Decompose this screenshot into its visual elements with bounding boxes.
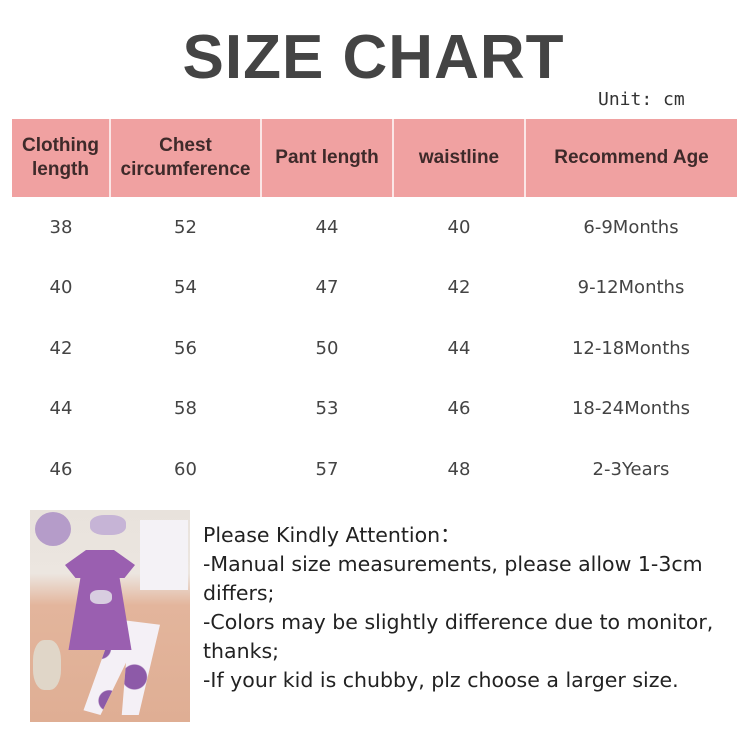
- table-row: 38 52 44 40 6-9Months: [12, 197, 737, 258]
- table-cell: 42: [49, 337, 73, 359]
- table-cell: 18-24Months: [571, 398, 691, 420]
- table-cell: 46: [49, 458, 73, 480]
- column-header-line: Chest: [159, 135, 212, 156]
- table-cell: 58: [174, 398, 197, 420]
- column-header-line: Pant length: [275, 147, 379, 168]
- column-header: Chest circumference: [109, 119, 261, 197]
- notes: Please Kindly Attention： -Manual size me…: [203, 521, 743, 695]
- page-title: SIZE CHART: [182, 23, 565, 92]
- table-row: 44 58 53 46 18-24Months: [12, 379, 737, 440]
- flowers: [35, 512, 71, 546]
- column-header-line: waistline: [418, 147, 500, 168]
- size-table: Clothing length Chest circumference Pant len…: [12, 119, 737, 500]
- table-cell: 53: [315, 398, 339, 420]
- notes-heading: Please Kindly Attention：: [203, 523, 461, 547]
- table-cell: 57: [315, 458, 339, 480]
- column-header-line: Clothing: [21, 135, 100, 156]
- table-row: 40 54 47 42 9-12Months: [12, 258, 737, 319]
- table-cell: 40: [49, 277, 73, 299]
- table-cell: 42: [447, 277, 471, 299]
- table-row: 46 60 57 48 2-3Years: [12, 439, 737, 500]
- column-header-line: Recommend Age: [554, 147, 709, 168]
- column-header: Pant length: [260, 119, 393, 197]
- unit-label: Unit: cm: [598, 89, 685, 110]
- column-header-line: length: [32, 159, 89, 180]
- table-cell: 40: [447, 216, 471, 238]
- table-cell: 46: [447, 398, 471, 420]
- column-header: Clothing length: [12, 119, 110, 197]
- table-cell: 9-12Months: [577, 277, 685, 299]
- table-cell: 48: [447, 458, 471, 480]
- table-cell: 47: [315, 277, 339, 299]
- table-cell: 50: [315, 337, 339, 359]
- paper-card: [140, 520, 188, 590]
- column-header: waistline: [392, 119, 525, 197]
- shoe: [33, 640, 61, 690]
- table-cell: 2-3Years: [592, 458, 670, 480]
- headband: [90, 515, 126, 535]
- column-header-line: circumference: [120, 159, 251, 180]
- table-cell: 44: [447, 337, 471, 359]
- table-cell: 54: [174, 277, 197, 299]
- table-cell: 6-9Months: [583, 216, 679, 238]
- table-cell: 44: [49, 398, 73, 420]
- note-item: -If your kid is chubby, plz choose a lar…: [203, 668, 679, 692]
- table-cell: 12-18Months: [571, 337, 691, 359]
- table-cell: 56: [174, 337, 197, 359]
- table-cell: 52: [174, 216, 197, 238]
- table-row: 42 56 50 44 12-18Months: [12, 318, 737, 379]
- table-cell: 38: [49, 216, 73, 238]
- note-item: -Colors may be slightly difference due t…: [203, 610, 714, 663]
- note-item: -Manual size measurements, please allow …: [203, 552, 703, 605]
- column-header: Recommend Age: [524, 119, 737, 197]
- header-row: Clothing length Chest circumference Pant len…: [12, 119, 737, 197]
- bow: [90, 590, 112, 604]
- product-photo: [30, 510, 190, 722]
- table-cell: 44: [315, 216, 339, 238]
- table-cell: 60: [174, 458, 197, 480]
